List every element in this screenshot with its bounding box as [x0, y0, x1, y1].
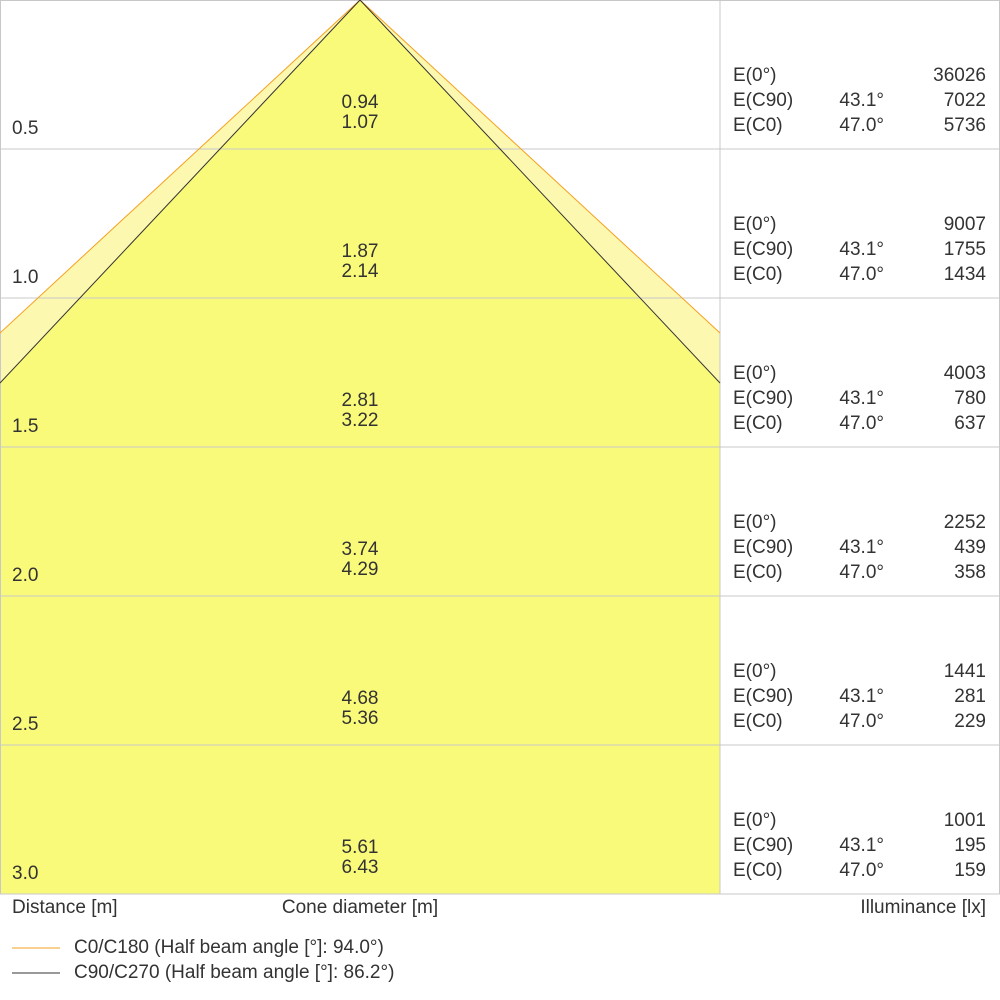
- illuminance-value: 4003: [944, 363, 986, 384]
- beam-angle: 43.1°: [839, 835, 884, 856]
- cone-diameter: 1.87: [342, 241, 379, 262]
- illuminance-value: 1755: [944, 239, 986, 260]
- distance: 2.5: [12, 714, 38, 735]
- illuminance-name: E(C0): [733, 860, 783, 881]
- illuminance-label: Illuminance [lx]: [860, 897, 986, 918]
- cone-diameter: 4.29: [342, 559, 379, 580]
- cone-diameter: 3.74: [342, 539, 379, 560]
- beam-angle: 47.0°: [839, 264, 884, 285]
- legend-label: C0/C180 (Half beam angle [°]: 94.0°): [74, 937, 384, 958]
- illuminance-name: E(0°): [733, 810, 777, 831]
- illuminance-value: 229: [954, 711, 986, 732]
- illuminance-value: 36026: [933, 65, 986, 86]
- narrow-cone-edge: [0, 0, 721, 384]
- illuminance-name: E(C90): [733, 686, 793, 707]
- cone-diameter: 2.14: [342, 261, 379, 282]
- beam-angle: 47.0°: [839, 860, 884, 881]
- cone-diameter: 6.43: [342, 857, 379, 878]
- distance: 2.0: [12, 565, 38, 586]
- distance: 3.0: [12, 863, 38, 884]
- beam-angle: 47.0°: [839, 115, 884, 136]
- beam-angle: 43.1°: [839, 239, 884, 260]
- distance: 1.0: [12, 267, 38, 288]
- beam-angle: 43.1°: [839, 686, 884, 707]
- illuminance-value: 1441: [944, 661, 986, 682]
- illuminance-value: 780: [954, 388, 986, 409]
- cone-diameter: 1.07: [342, 112, 379, 133]
- illuminance-name: E(0°): [733, 214, 777, 235]
- illuminance-name: E(C0): [733, 562, 783, 583]
- beam-angle: 43.1°: [839, 537, 884, 558]
- illuminance-name: E(C90): [733, 537, 793, 558]
- cone-diameter: 5.36: [342, 708, 379, 729]
- distance: 0.5: [12, 118, 38, 139]
- illuminance-name: E(C90): [733, 239, 793, 260]
- distance-label: Distance [m]: [12, 897, 118, 918]
- illuminance-value: 439: [954, 537, 986, 558]
- cone-diameter: 4.68: [342, 688, 379, 709]
- illuminance-value: 2252: [944, 512, 986, 533]
- illuminance-name: E(C90): [733, 90, 793, 111]
- illuminance-value: 9007: [944, 214, 986, 235]
- beam-angle: 47.0°: [839, 413, 884, 434]
- illuminance-value: 195: [954, 835, 986, 856]
- beam-angle: 47.0°: [839, 711, 884, 732]
- illuminance-name: E(C0): [733, 264, 783, 285]
- illuminance-value: 7022: [944, 90, 986, 111]
- illuminance-name: E(C0): [733, 711, 783, 732]
- illuminance-value: 637: [954, 413, 986, 434]
- illuminance-name: E(0°): [733, 661, 777, 682]
- cone-diameter: 2.81: [342, 390, 379, 411]
- illuminance-name: E(0°): [733, 512, 777, 533]
- illuminance-name: E(C0): [733, 115, 783, 136]
- illuminance-value: 1434: [944, 264, 987, 285]
- illuminance-name: E(0°): [733, 363, 777, 384]
- cone-label: Cone diameter [m]: [282, 897, 438, 918]
- illuminance-name: E(C0): [733, 413, 783, 434]
- wide-cone-edge: [0, 0, 721, 334]
- illuminance-value: 281: [954, 686, 986, 707]
- cone-diameter: 0.94: [342, 92, 379, 113]
- illuminance-value: 159: [954, 860, 986, 881]
- illuminance-name: E(0°): [733, 65, 777, 86]
- beam-angle: 43.1°: [839, 90, 884, 111]
- beam-angle: 43.1°: [839, 388, 884, 409]
- illuminance-name: E(C90): [733, 388, 793, 409]
- legend-label: C90/C270 (Half beam angle [°]: 86.2°): [74, 962, 394, 983]
- grid: [0, 0, 1000, 895]
- illuminance-value: 358: [954, 562, 986, 583]
- illuminance-name: E(C90): [733, 835, 793, 856]
- cone-diameter: 5.61: [342, 837, 379, 858]
- illuminance-value: 1001: [944, 810, 986, 831]
- cone-diameter: 3.22: [342, 410, 379, 431]
- illuminance-value: 5736: [944, 115, 986, 136]
- beam-angle: 47.0°: [839, 562, 884, 583]
- distance: 1.5: [12, 416, 38, 437]
